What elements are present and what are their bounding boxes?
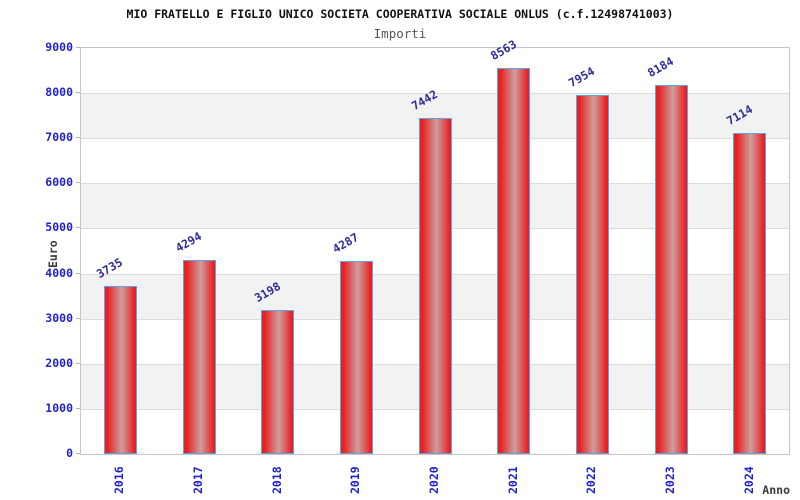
y-tick-mark xyxy=(76,408,80,409)
bar xyxy=(339,260,373,454)
x-tick-label: 2023 xyxy=(663,466,677,494)
x-tick-label: 2019 xyxy=(348,466,363,494)
bar xyxy=(182,260,216,454)
x-tick-label: 2022 xyxy=(584,466,599,494)
x-tick-label: 2020 xyxy=(427,466,441,494)
bar xyxy=(575,95,609,454)
y-tick-mark xyxy=(76,182,80,183)
x-tick-label: 2021 xyxy=(505,466,520,494)
chart-title: MIO FRATELLO E FIGLIO UNICO SOCIETA COOP… xyxy=(126,7,674,21)
y-tick-mark xyxy=(76,453,80,454)
bar xyxy=(497,67,531,454)
y-tick-label: 5000 xyxy=(45,220,73,235)
x-tick-label: 2018 xyxy=(269,466,284,494)
bar xyxy=(103,285,137,454)
chart-subtitle: Importi xyxy=(373,26,427,41)
y-tick-label: 4000 xyxy=(45,265,73,280)
x-tick-label: 2017 xyxy=(191,466,205,494)
x-axis-title: Anno xyxy=(762,483,790,497)
y-tick-label: 2000 xyxy=(45,355,73,370)
x-tick-label: 2024 xyxy=(741,466,756,494)
y-tick-mark xyxy=(76,92,80,93)
y-tick-label: 9000 xyxy=(45,40,73,54)
y-tick-label: 6000 xyxy=(45,175,73,190)
y-tick-label: 7000 xyxy=(45,130,73,145)
plot-area xyxy=(80,47,790,455)
y-tick-label: 1000 xyxy=(45,400,73,415)
y-tick-label: 3000 xyxy=(45,310,73,325)
bar xyxy=(654,84,688,454)
y-tick-label: 8000 xyxy=(45,85,73,100)
y-tick-mark xyxy=(76,227,80,228)
y-tick-mark xyxy=(76,273,80,274)
bar xyxy=(418,118,452,454)
bar xyxy=(261,309,295,454)
y-tick-mark xyxy=(76,363,80,364)
y-tick-mark xyxy=(76,47,80,48)
y-tick-label: 0 xyxy=(66,446,73,460)
bar xyxy=(733,133,767,454)
x-tick-label: 2016 xyxy=(112,466,127,494)
y-tick-mark xyxy=(76,137,80,138)
y-tick-mark xyxy=(76,318,80,319)
gridline xyxy=(81,93,789,94)
